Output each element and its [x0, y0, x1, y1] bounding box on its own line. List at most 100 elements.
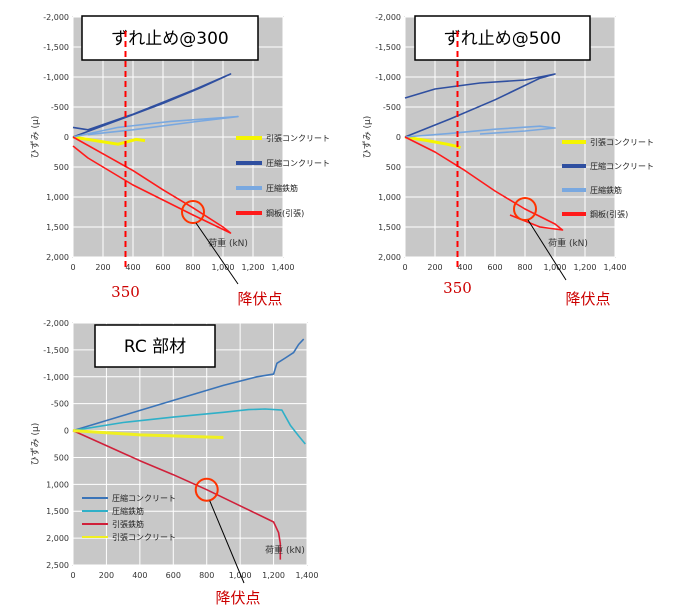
x-tick-label: 1,400	[296, 571, 319, 580]
x-axis-label: 荷重 (kN)	[265, 544, 305, 556]
x-tick-label: 1,000	[544, 263, 567, 272]
x-tick-label: 1,200	[262, 571, 285, 580]
y-tick-label: -1,000	[43, 373, 69, 382]
x-tick-label: 1,000	[212, 263, 235, 272]
x-tick-label: 800	[199, 571, 214, 580]
y-tick-label: 2,000	[46, 253, 69, 262]
legend-entry: 鋼板(引張)	[266, 208, 304, 218]
legend-entry: 圧縮コンクリート	[266, 158, 330, 168]
y-axis-label: ひずみ (μ)	[30, 116, 41, 159]
series-line-4	[72, 429, 224, 439]
x-tick-label: 600	[155, 263, 170, 272]
y-tick-label: -2,000	[43, 13, 69, 22]
panel-label-box	[94, 324, 216, 368]
legend-entry: 鋼板(引張)	[590, 209, 628, 219]
x-tick-label: 200	[427, 263, 442, 272]
legend-entry: 圧縮鉄筋	[112, 506, 144, 516]
legend-entry: 引張コンクリート	[590, 138, 654, 147]
y-tick-label: 1,000	[46, 193, 69, 202]
chart-panel-2: 0 200 400 600 800 1,000 1,200 1,400 -2,000 -1,500…	[362, 13, 654, 308]
yield-point-label: 降伏点	[215, 589, 260, 607]
threshold-label: 350	[443, 279, 472, 297]
series-line-3	[72, 115, 239, 138]
y-tick-label: 1,500	[378, 223, 401, 232]
y-tick-label: 0	[64, 133, 69, 142]
y-tick-label: -2,000	[375, 13, 401, 22]
legend-entry: 圧縮コンクリート	[112, 493, 176, 503]
y-tick-label: -1,000	[43, 73, 69, 82]
x-tick-label: 1,200	[242, 263, 265, 272]
y-tick-label: 0	[396, 133, 401, 142]
yield-point-marker	[513, 197, 537, 221]
y-tick-label: -500	[51, 103, 69, 112]
x-tick-label: 800	[185, 263, 200, 272]
x-tick-label: 0	[70, 263, 75, 272]
yield-point-marker	[181, 200, 205, 224]
y-tick-label: 1,000	[378, 193, 401, 202]
legend-entry: 圧縮鉄筋	[590, 185, 622, 195]
x-tick-label: 200	[99, 571, 114, 580]
x-tick-label: 400	[457, 263, 472, 272]
x-tick-label: 1,400	[604, 263, 627, 272]
y-axis-label: ひずみ (μ)	[362, 116, 373, 159]
legend-entry: 引張コンクリート	[266, 134, 330, 143]
x-tick-label: 600	[487, 263, 502, 272]
yield-point-leader	[527, 219, 567, 281]
y-tick-label: 1,000	[46, 480, 69, 489]
x-tick-label: 1,200	[574, 263, 597, 272]
y-tick-label: -1,500	[43, 43, 69, 52]
panel-label: RC 部材	[124, 337, 186, 357]
y-tick-label: 2,000	[46, 534, 69, 543]
y-tick-label: 2,000	[378, 253, 401, 262]
yield-point-label: 降伏点	[237, 290, 282, 308]
panel-label: ずれ止め@300	[111, 29, 228, 49]
y-tick-label: 2,500	[46, 561, 69, 570]
y-axis-label: ひずみ (μ)	[30, 423, 41, 466]
legend-entry: 圧縮コンクリート	[590, 161, 654, 171]
legend-entry: 引張鉄筋	[112, 519, 144, 529]
yield-point-marker	[194, 477, 219, 502]
y-tick-label: 1,500	[46, 223, 69, 232]
y-tick-label: -500	[51, 400, 69, 409]
x-tick-label: 600	[166, 571, 181, 580]
series-line-2	[72, 73, 232, 138]
series-line-4	[404, 136, 564, 231]
y-tick-label: 1,500	[46, 507, 69, 516]
x-tick-label: 1,400	[272, 263, 295, 272]
y-tick-label: -1,000	[375, 73, 401, 82]
legend-entry: 引張コンクリート	[112, 533, 176, 542]
y-tick-label: 0	[64, 427, 69, 436]
y-tick-label: -2,000	[43, 319, 69, 328]
panel-label-box	[414, 15, 591, 61]
y-tick-label: 500	[54, 163, 69, 172]
x-tick-label: 400	[132, 571, 147, 580]
series-line-2	[404, 73, 556, 138]
x-tick-label: 0	[402, 263, 407, 272]
series-line-3	[72, 429, 282, 560]
x-axis-label: 荷重 (kN)	[548, 237, 588, 249]
series-line-4	[72, 136, 232, 234]
x-tick-label: 1,000	[229, 571, 252, 580]
chart-panel-1: 0 200 400 600 800 1,000 1,200 1,400 -2,000 -1,500…	[30, 13, 330, 308]
x-tick-label: 400	[125, 263, 140, 272]
x-tick-label: 800	[517, 263, 532, 272]
yield-point-leader	[209, 500, 245, 584]
y-tick-label: 500	[54, 453, 69, 462]
x-tick-label: 0	[70, 571, 75, 580]
y-tick-label: -1,500	[375, 43, 401, 52]
panel-label-box	[81, 15, 259, 61]
series-line-1	[72, 338, 305, 432]
threshold-label: 350	[111, 283, 140, 301]
series-line-3	[404, 125, 556, 138]
y-tick-label: -500	[383, 103, 401, 112]
series-line-1	[72, 135, 146, 146]
series-line-2	[72, 408, 306, 445]
y-tick-label: 500	[386, 163, 401, 172]
legend-entry: 圧縮鉄筋	[266, 183, 298, 193]
chart-panel-3: 0 200 400 600 800 1,000 1,200 1,400 -2,000 -1,500…	[30, 319, 318, 607]
x-axis-label: 荷重 (kN)	[208, 237, 248, 249]
x-tick-label: 200	[95, 263, 110, 272]
panel-label: ずれ止め@500	[444, 29, 561, 49]
y-tick-label: -1,500	[43, 346, 69, 355]
